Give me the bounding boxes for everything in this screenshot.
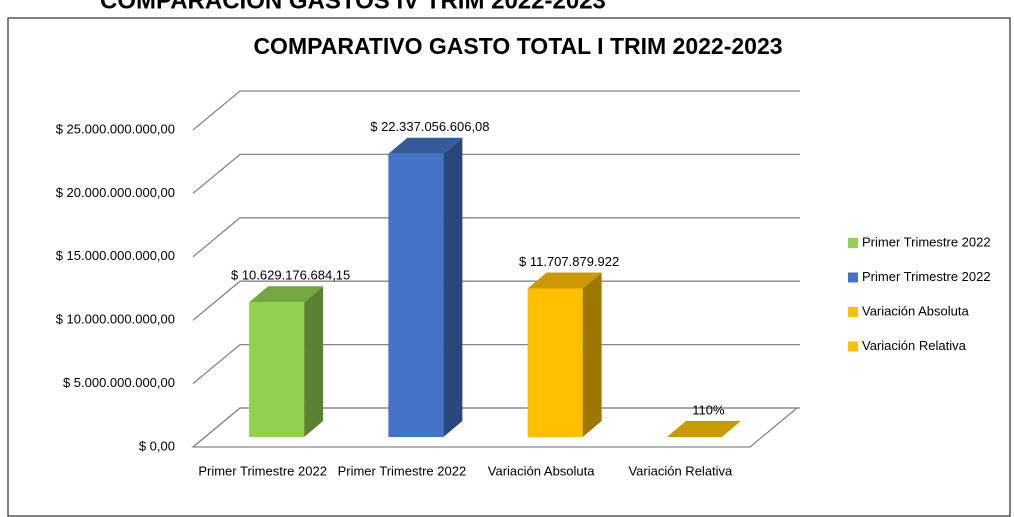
chart-title: COMPARATIVO GASTO TOTAL I TRIM 2022-2023 [253,33,782,59]
bar-top [388,137,463,154]
bar-top [527,272,602,289]
bar [666,421,741,437]
legend-swatch [848,272,858,283]
value-label: 110% [692,402,725,417]
chart-frame [7,17,1011,517]
grid-line [192,153,800,194]
grid-line [192,217,800,258]
y-tick-label: $ 0,00 [139,438,175,453]
bar-top [249,286,324,303]
y-tick-label: $ 15.000.000.000,00 [56,248,175,263]
y-tick-label: $ 25.000.000.000,00 [56,121,175,136]
x-tick-label: Primer Trimestre 2022 [338,463,467,478]
x-tick-label: Primer Trimestre 2022 [198,463,327,478]
x-tick-label: Variación Absoluta [488,463,595,478]
bar-front [388,153,444,438]
bar-front [249,302,305,437]
bar-top [666,421,741,437]
y-tick-label: $ 5.000.000.000,00 [63,375,175,390]
grid-line [192,90,800,131]
bar-side [582,272,602,437]
legend-label: Primer Trimestre 2022 [862,234,991,249]
legend-label: Variación Relativa [862,338,967,353]
value-label: $ 11.707.879.922 [519,254,619,269]
legend-swatch [848,307,858,317]
grid-line [192,407,800,448]
bar [527,272,602,437]
legend-swatch [848,341,858,352]
bar [249,286,324,437]
y-tick-label: $ 20.000.000.000,00 [56,185,175,200]
legend-label: Primer Trimestre 2022 [862,269,991,284]
bar-side [443,137,463,438]
heading: COMPARACION GASTOS IV TRIM 2022-2023 [100,0,606,14]
value-label: $ 10.629.176.684,15 [231,268,350,283]
y-tick-label: $ 10.000.000.000,00 [56,312,175,327]
legend-swatch [848,238,858,248]
legend-label: Variación Absoluta [862,303,969,318]
bar-side [304,286,324,437]
grid-line [192,280,800,321]
bar [388,137,463,438]
x-tick-label: Variación Relativa [628,463,733,478]
value-label: $ 22.337.056.606,08 [370,119,489,134]
bar-front [527,288,583,437]
grid-line [192,343,800,385]
